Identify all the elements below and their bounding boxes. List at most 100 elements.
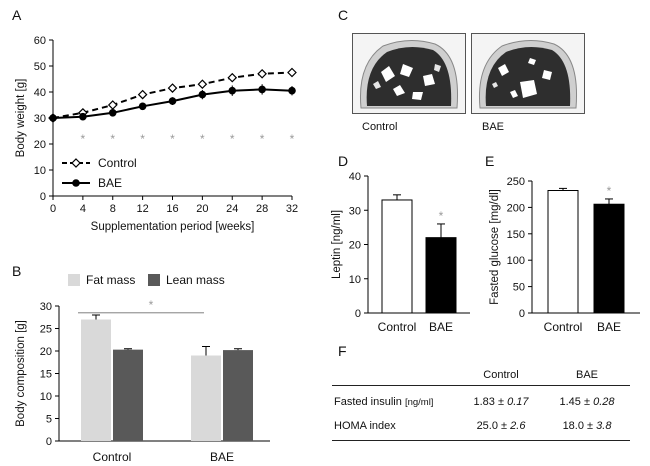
data-point-control [107,100,118,110]
table-header-blank [332,365,458,386]
data-point-bae [79,112,87,121]
data-point-bae [108,109,117,117]
y-tick-label: 30 [349,205,361,217]
y-tick-label: 25 [40,324,52,336]
bae-mean: 18.0 [562,420,584,432]
legend-marker-control [71,158,81,168]
data-point-bae [258,85,266,94]
bar-fat-mass-control [81,319,111,441]
y-tick-label: 40 [349,171,361,183]
panel-e-bar-chart: 0 50 100 150 200 250 Fasted glucose [mg/dl] Con… [489,176,640,334]
y-tick-label: 20 [40,346,52,358]
bar-bae [593,203,625,314]
y-tick-label: 0 [519,308,525,320]
x-category-label: BAE [210,450,234,464]
y-tick-label: 5 [46,414,52,426]
y-tick-label: 0 [355,308,361,320]
x-category-label: BAE [429,320,453,334]
ct-image-control [352,33,466,114]
ct-label-bae: BAE [482,121,505,133]
bar-control [381,199,413,314]
panel-a-line-chart: 0 10 20 30 40 50 60 0 4 8 12 16 20 24 28 32 Supplementat… [15,35,298,233]
legend-label-lean: Lean mass [166,273,225,287]
row-label-text: HOMA index [334,420,396,432]
x-tick-label: 0 [50,203,56,215]
data-point-bae [138,102,147,111]
panel-d-bar-chart: 0 10 20 30 40 Leptin [ng/ml] Control BAE * [331,171,470,334]
bae-sd: ± 3.8 [587,420,612,432]
insulin-homa-table: Control BAE Fasted insulin [ng/ml] 1.83 … [332,365,630,441]
x-category-label: BAE [597,320,621,334]
x-tick-label: 8 [110,203,116,215]
significance-marker: * [110,132,115,146]
significance-marker: * [290,132,295,146]
x-tick-label: 12 [137,203,149,215]
x-axis-title: Supplementation period [weeks] [91,221,255,233]
significance-marker: * [439,209,444,223]
significance-marker: * [260,132,265,146]
data-point-control [257,68,267,79]
data-point-control [227,72,238,83]
table-cell-bae: 18.0 ± 3.8 [544,412,630,441]
bae-mean: 1.45 [559,396,581,408]
y-tick-label: 100 [507,255,525,267]
data-point-bae [228,86,237,95]
x-tick-label: 28 [256,203,268,215]
significance-marker: * [200,132,205,146]
data-point-bae [288,86,296,95]
y-axis-title: Body weight [g] [15,79,27,158]
bar-fat-mass-bae [191,355,221,441]
panel-letter-e: E [485,153,494,169]
legend-marker-bae [72,179,80,187]
table-row: Fasted insulin [ng/ml] 1.83 ± 0.17 1.45 … [332,386,630,413]
y-tick-label: 200 [507,202,525,214]
significance-marker: * [140,132,145,146]
y-tick-label: 0 [46,436,52,448]
control-sd: ± 0.17 [497,396,529,408]
control-sd: ± 2.6 [501,420,526,432]
table-f: Control BAE Fasted insulin [ng/ml] 1.83 … [332,365,630,441]
legend-label-control: Control [98,156,137,170]
y-tick-label: 50 [34,61,46,73]
bar-lean-mass-control [113,349,143,441]
panel-letter-d: D [338,153,348,169]
data-point-bae [168,97,177,105]
table-cell-control: 1.83 ± 0.17 [458,386,544,413]
x-category-label: Control [544,320,583,334]
legend-swatch-fat [68,274,80,286]
legend-label-bae: BAE [98,176,122,190]
data-point-bae [49,114,57,122]
series-line-control [52,71,293,119]
ct-image-bae [471,33,585,114]
y-tick-label: 50 [513,282,525,294]
y-tick-label: 40 [34,87,46,99]
y-tick-label: 150 [507,229,525,241]
y-tick-label: 15 [40,369,52,381]
y-axis-title: Body composition [g] [15,320,27,427]
y-axis-title: Fasted glucose [mg/dl] [489,189,501,305]
y-tick-label: 30 [34,113,46,125]
panel-letter-b: B [12,263,21,279]
row-label-text: Fasted insulin [334,396,402,408]
panel-letter-a: A [12,7,22,23]
significance-marker: * [149,298,154,312]
table-row-label: Fasted insulin [ng/ml] [332,386,458,413]
y-tick-label: 20 [349,240,361,252]
significance-marker: * [230,132,235,146]
y-tick-label: 20 [34,139,46,151]
significance-marker: * [170,132,175,146]
y-tick-label: 10 [34,165,46,177]
x-category-label: Control [93,450,132,464]
panel-letter-c: C [338,7,348,23]
y-tick-label: 30 [40,301,52,313]
panel-letter-f: F [338,343,347,359]
bar-control [547,190,579,314]
ct-scan-control-picture [359,40,459,109]
x-tick-label: 4 [80,203,86,215]
table-cell-control: 25.0 ± 2.6 [458,412,544,441]
significance-marker: * [81,132,86,146]
control-mean: 25.0 [476,420,498,432]
control-mean: 1.83 [473,396,495,408]
x-tick-label: 20 [196,203,208,215]
